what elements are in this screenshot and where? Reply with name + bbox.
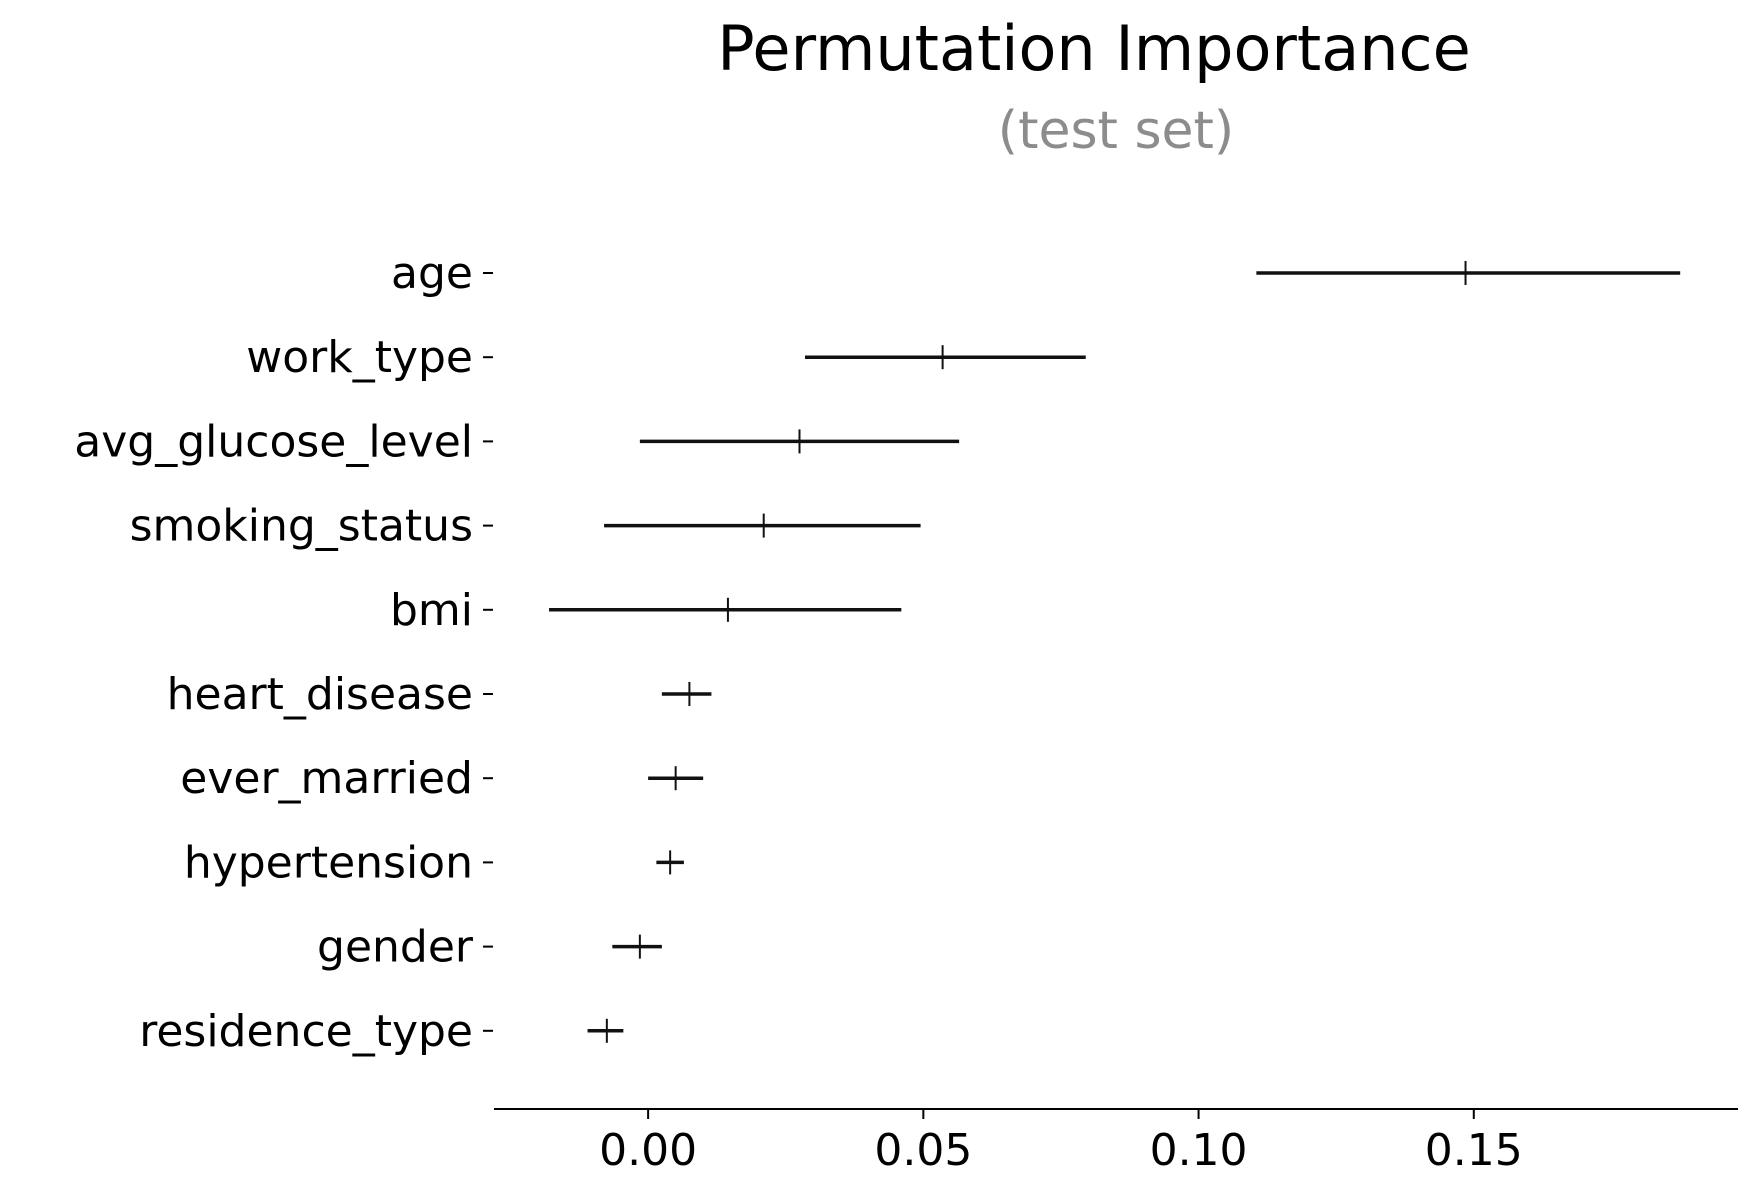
xtick-label-1: 0.05 xyxy=(874,1125,972,1176)
xtick-label-3: 0.15 xyxy=(1425,1125,1523,1176)
ytick-label-smoking-status: smoking_status xyxy=(130,501,473,552)
ytick-label-heart-disease: heart_disease xyxy=(167,669,473,720)
ytick-label-residence-type: residence_type xyxy=(139,1006,473,1057)
ytick-label-bmi: bmi xyxy=(390,585,473,636)
ytick-label-work-type: work_type xyxy=(246,332,473,383)
chart-title: Permutation Importance xyxy=(717,12,1470,85)
y-axis: age work_type avg_glucose_level smoking_sta… xyxy=(74,248,493,1057)
xtick-label-2: 0.10 xyxy=(1150,1125,1248,1176)
error-bars xyxy=(549,261,1681,1043)
ytick-label-ever-married: ever_married xyxy=(180,753,473,804)
ytick-label-avg-glucose-level: avg_glucose_level xyxy=(74,416,473,467)
ytick-label-age: age xyxy=(391,248,473,299)
chart-subtitle: (test set) xyxy=(998,101,1234,161)
ytick-label-gender: gender xyxy=(317,922,474,973)
ytick-label-hypertension: hypertension xyxy=(184,837,473,888)
xtick-label-0: 0.00 xyxy=(599,1125,697,1176)
x-axis: 0.00 0.05 0.10 0.15 xyxy=(494,1108,1738,1176)
